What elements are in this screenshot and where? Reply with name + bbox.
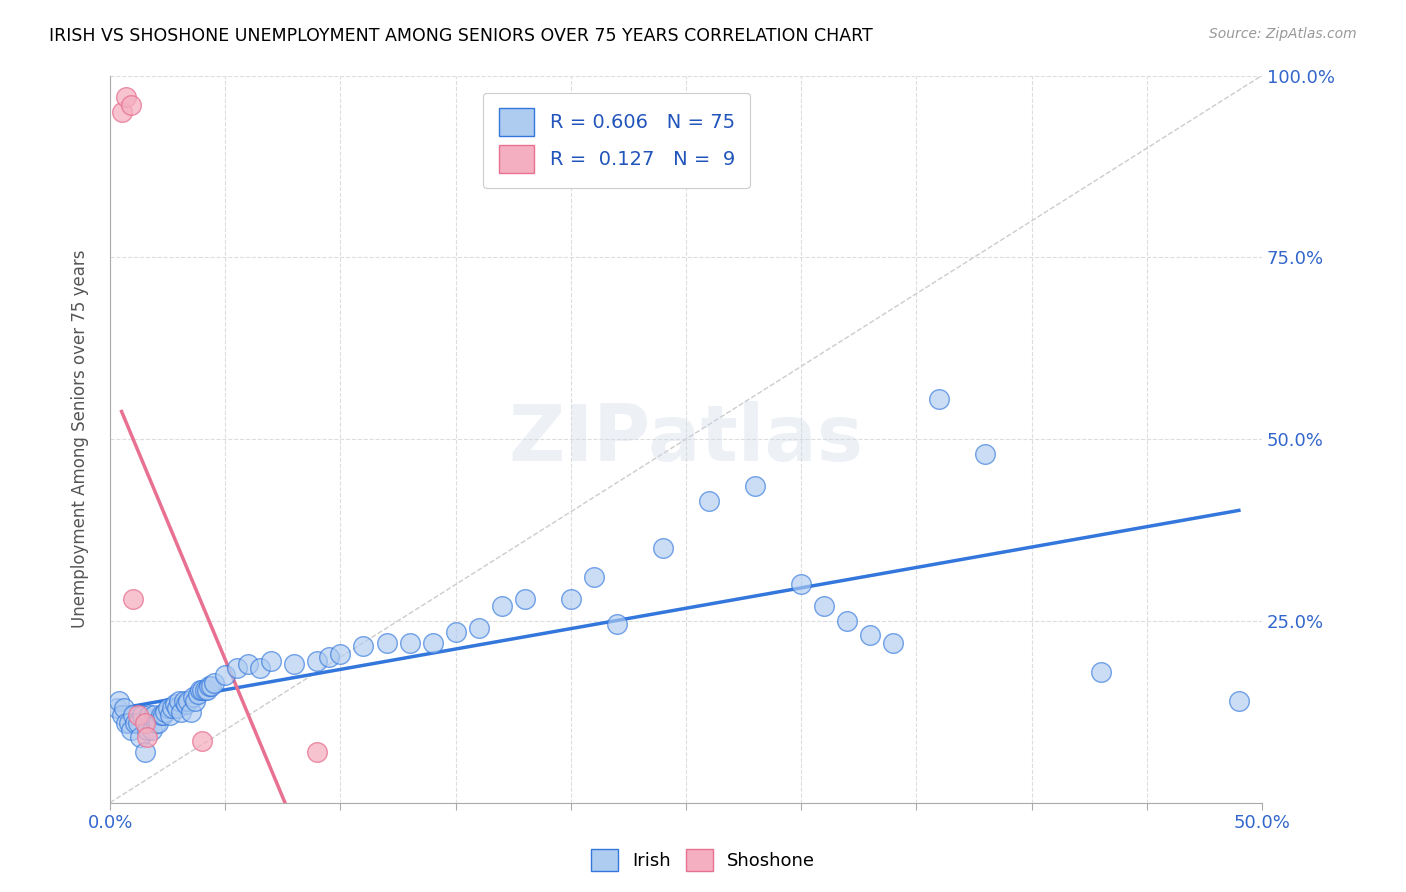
Point xyxy=(167,694,190,708)
Point xyxy=(170,705,193,719)
Point xyxy=(606,617,628,632)
Point xyxy=(166,701,188,715)
Point xyxy=(110,708,132,723)
Point xyxy=(136,730,159,744)
Point xyxy=(152,708,174,723)
Point xyxy=(200,679,222,693)
Point xyxy=(162,701,184,715)
Point xyxy=(882,635,904,649)
Point xyxy=(112,701,135,715)
Point xyxy=(122,592,145,607)
Point xyxy=(422,635,444,649)
Point xyxy=(813,599,835,614)
Text: ZIPatlas: ZIPatlas xyxy=(509,401,863,477)
Point xyxy=(225,661,247,675)
Point xyxy=(375,635,398,649)
Point xyxy=(467,621,489,635)
Point xyxy=(117,715,139,730)
Point xyxy=(928,392,950,406)
Point xyxy=(129,730,152,744)
Point xyxy=(180,705,202,719)
Y-axis label: Unemployment Among Seniors over 75 years: Unemployment Among Seniors over 75 years xyxy=(72,250,89,628)
Point xyxy=(191,733,214,747)
Point xyxy=(214,668,236,682)
Point xyxy=(1227,694,1250,708)
Point xyxy=(202,675,225,690)
Legend: R = 0.606   N = 75, R =  0.127   N =  9: R = 0.606 N = 75, R = 0.127 N = 9 xyxy=(484,93,751,188)
Point xyxy=(173,694,195,708)
Point xyxy=(141,723,163,737)
Point xyxy=(260,654,283,668)
Point xyxy=(134,745,156,759)
Point xyxy=(582,570,605,584)
Point xyxy=(513,592,536,607)
Point xyxy=(145,715,167,730)
Point xyxy=(837,614,859,628)
Point xyxy=(149,708,172,723)
Point xyxy=(131,708,153,723)
Point xyxy=(181,690,204,705)
Point xyxy=(187,687,209,701)
Point xyxy=(127,715,149,730)
Point xyxy=(127,708,149,723)
Point xyxy=(398,635,420,649)
Point xyxy=(318,650,340,665)
Point xyxy=(184,694,207,708)
Point xyxy=(307,745,329,759)
Point xyxy=(974,447,997,461)
Point xyxy=(195,682,218,697)
Legend: Irish, Shoshone: Irish, Shoshone xyxy=(583,842,823,879)
Point xyxy=(744,479,766,493)
Point xyxy=(177,694,200,708)
Point xyxy=(353,640,375,654)
Point xyxy=(174,698,197,712)
Point xyxy=(120,723,142,737)
Point xyxy=(790,577,813,591)
Point xyxy=(1090,665,1112,679)
Point xyxy=(138,708,160,723)
Point xyxy=(159,708,181,723)
Point xyxy=(122,708,145,723)
Point xyxy=(560,592,582,607)
Point xyxy=(134,715,156,730)
Point xyxy=(238,657,260,672)
Point xyxy=(249,661,271,675)
Point xyxy=(115,715,138,730)
Point xyxy=(155,705,177,719)
Text: Source: ZipAtlas.com: Source: ZipAtlas.com xyxy=(1209,27,1357,41)
Point xyxy=(120,97,142,112)
Point xyxy=(110,104,132,119)
Point xyxy=(115,90,138,104)
Text: IRISH VS SHOSHONE UNEMPLOYMENT AMONG SENIORS OVER 75 YEARS CORRELATION CHART: IRISH VS SHOSHONE UNEMPLOYMENT AMONG SEN… xyxy=(49,27,873,45)
Point xyxy=(859,628,882,642)
Point xyxy=(105,701,128,715)
Point xyxy=(188,682,211,697)
Point xyxy=(444,624,467,639)
Point xyxy=(329,647,352,661)
Point xyxy=(156,701,179,715)
Point xyxy=(307,654,329,668)
Point xyxy=(283,657,305,672)
Point xyxy=(163,698,186,712)
Point xyxy=(191,682,214,697)
Point xyxy=(142,708,165,723)
Point xyxy=(124,715,146,730)
Point xyxy=(148,715,170,730)
Point xyxy=(491,599,513,614)
Point xyxy=(198,679,221,693)
Point xyxy=(108,694,131,708)
Point xyxy=(697,494,720,508)
Point xyxy=(652,541,675,555)
Point xyxy=(136,723,159,737)
Point xyxy=(193,682,215,697)
